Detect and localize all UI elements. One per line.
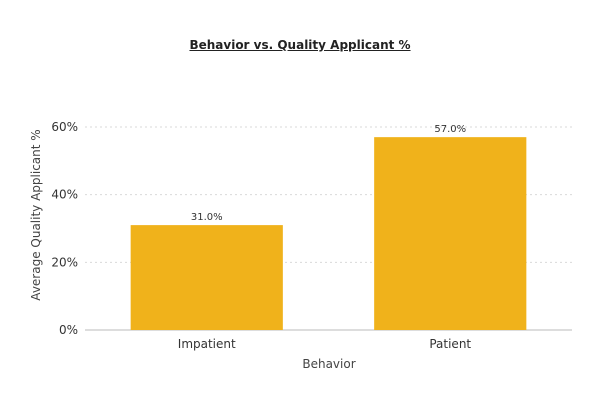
data-label: 57.0% (434, 124, 466, 135)
bar-impatient (130, 225, 283, 330)
chart-title: Behavior vs. Quality Applicant % (189, 38, 411, 52)
y-tick-label: 0% (59, 323, 78, 337)
y-tick-label: 40% (51, 188, 78, 202)
y-tick-label: 60% (51, 120, 78, 134)
data-label: 31.0% (191, 212, 223, 223)
x-tick-label: Patient (429, 337, 471, 351)
x-tick-label: Impatient (178, 337, 236, 351)
bar-patient (374, 137, 527, 330)
y-tick-label: 20% (51, 255, 78, 269)
x-axis-label: Behavior (302, 357, 355, 371)
y-axis-label: Average Quality Applicant % (29, 129, 43, 300)
